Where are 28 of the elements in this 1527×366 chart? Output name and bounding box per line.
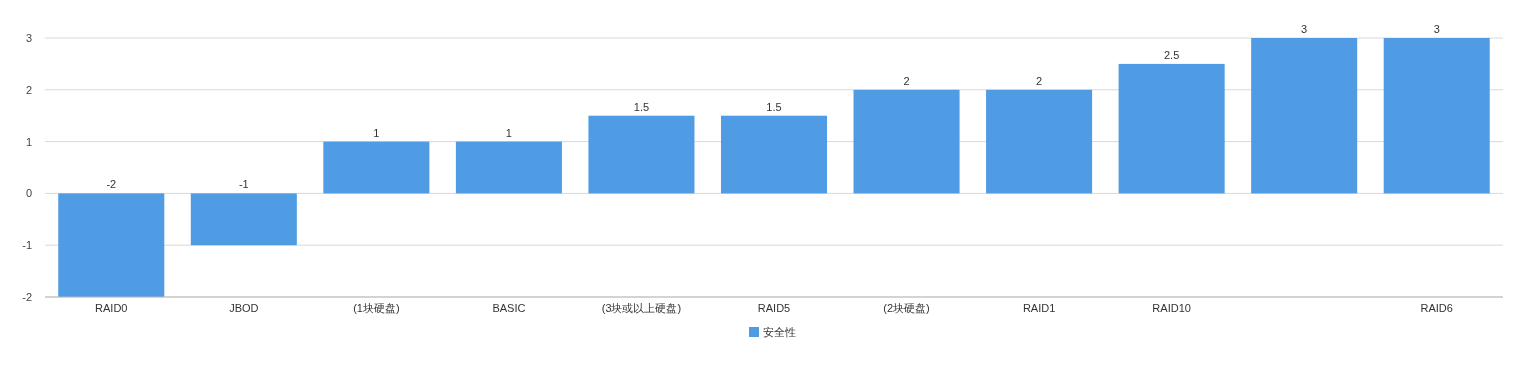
- x-tick-label: (3块或以上硬盘): [601, 302, 682, 314]
- data-label: -1: [238, 178, 249, 191]
- y-tick-label: 1: [25, 135, 32, 148]
- x-tick-label: (2块硬盘): [883, 302, 930, 314]
- data-label: 2: [903, 74, 910, 87]
- x-tick-label: RAID10: [1152, 302, 1191, 314]
- y-tick-label: 2: [25, 83, 32, 96]
- data-label: 2: [1036, 74, 1043, 87]
- data-label: 1: [373, 126, 380, 139]
- x-tick-label: (1块硬盘): [353, 302, 400, 314]
- data-label: 1: [505, 126, 512, 139]
- x-tick-label: RAID0: [95, 302, 128, 314]
- data-label: 1.5: [633, 100, 650, 113]
- data-label: 1.5: [766, 100, 782, 113]
- x-tick-label: RAID1: [1022, 302, 1056, 314]
- y-tick-label: 3: [25, 32, 32, 44]
- legend-label: 安全性: [763, 326, 796, 338]
- x-tick-label: RAID5: [757, 302, 791, 314]
- data-label: -2: [106, 178, 117, 191]
- x-tick-label: JBOD: [229, 302, 259, 314]
- data-label: 3: [1433, 23, 1440, 35]
- data-label: 3: [1301, 23, 1308, 35]
- data-label: 2.5: [1163, 48, 1180, 61]
- y-tick-label: -1: [22, 239, 32, 252]
- y-tick-label: -2: [22, 291, 32, 303]
- x-tick-label: RAID6: [1420, 302, 1453, 314]
- y-tick-label: 0: [25, 187, 32, 200]
- x-tick-label: BASIC: [492, 302, 526, 314]
